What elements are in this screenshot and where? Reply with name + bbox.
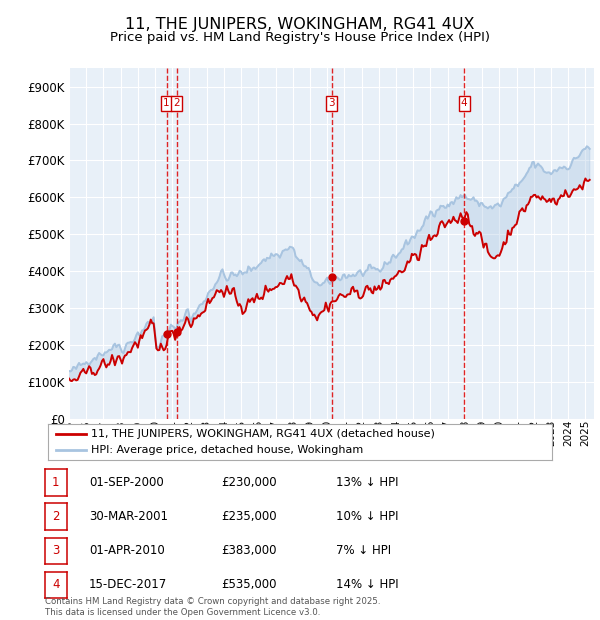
Text: 10% ↓ HPI: 10% ↓ HPI (336, 510, 398, 523)
Text: 1: 1 (163, 98, 170, 108)
Text: 14% ↓ HPI: 14% ↓ HPI (336, 578, 398, 591)
Text: HPI: Average price, detached house, Wokingham: HPI: Average price, detached house, Woki… (91, 445, 363, 455)
Text: 3: 3 (52, 544, 59, 557)
Text: 4: 4 (52, 578, 59, 591)
Text: 30-MAR-2001: 30-MAR-2001 (89, 510, 168, 523)
Text: 3: 3 (328, 98, 335, 108)
Text: 7% ↓ HPI: 7% ↓ HPI (336, 544, 391, 557)
Text: £230,000: £230,000 (221, 476, 277, 489)
Text: 01-APR-2010: 01-APR-2010 (89, 544, 164, 557)
Text: 2: 2 (52, 510, 59, 523)
Text: 13% ↓ HPI: 13% ↓ HPI (336, 476, 398, 489)
Text: Contains HM Land Registry data © Crown copyright and database right 2025.
This d: Contains HM Land Registry data © Crown c… (45, 598, 380, 617)
Text: 2: 2 (173, 98, 180, 108)
Text: 01-SEP-2000: 01-SEP-2000 (89, 476, 164, 489)
Text: 15-DEC-2017: 15-DEC-2017 (89, 578, 167, 591)
Text: 4: 4 (461, 98, 467, 108)
Text: 11, THE JUNIPERS, WOKINGHAM, RG41 4UX (detached house): 11, THE JUNIPERS, WOKINGHAM, RG41 4UX (d… (91, 429, 435, 439)
Text: £535,000: £535,000 (221, 578, 276, 591)
Text: Price paid vs. HM Land Registry's House Price Index (HPI): Price paid vs. HM Land Registry's House … (110, 31, 490, 44)
Text: £383,000: £383,000 (221, 544, 276, 557)
Text: 1: 1 (52, 476, 59, 489)
Text: 11, THE JUNIPERS, WOKINGHAM, RG41 4UX: 11, THE JUNIPERS, WOKINGHAM, RG41 4UX (125, 17, 475, 32)
Text: £235,000: £235,000 (221, 510, 277, 523)
